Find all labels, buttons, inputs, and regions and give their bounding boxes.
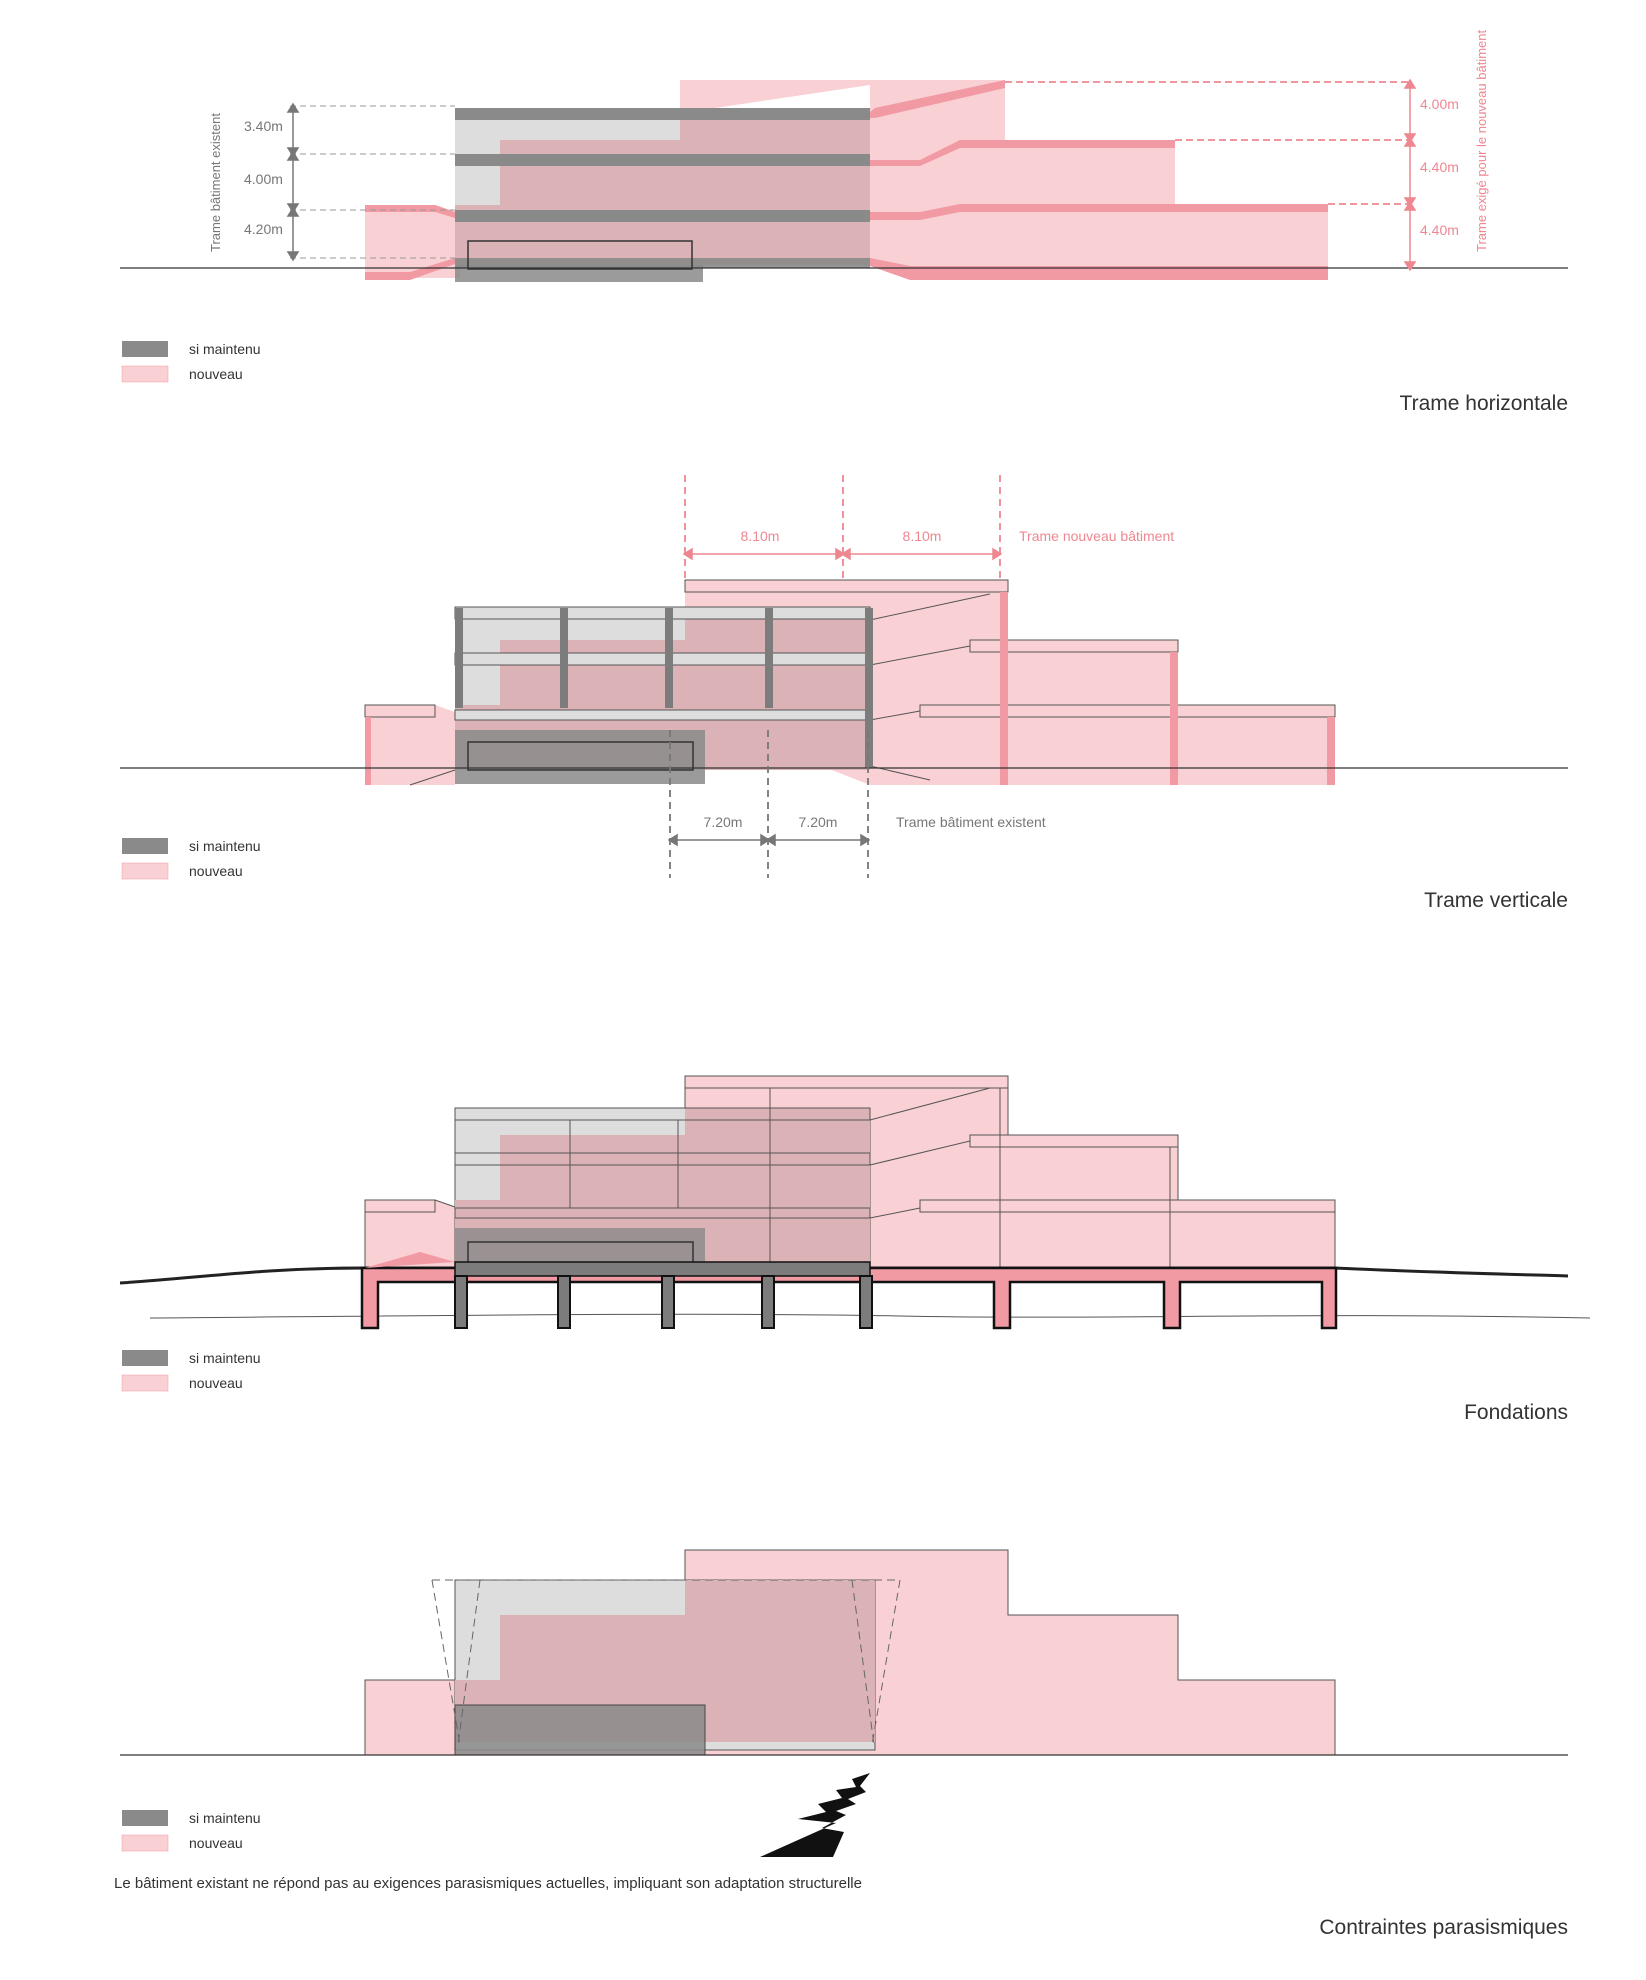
new-foundation-slab (360, 1266, 1338, 1330)
existing-span-2: 7.20m (799, 814, 838, 830)
new-grid-label: Trame exigé pour le nouveau bâtiment (1474, 30, 1489, 252)
legend-kept-label: si maintenu (189, 1810, 261, 1826)
new-slab-level1 (365, 204, 1328, 220)
legend-new-label: nouveau (189, 863, 243, 879)
existing-slab-roof (455, 108, 870, 120)
new-height-3: 4.40m (1420, 222, 1459, 238)
panel-title-foundations: Fondations (1464, 1401, 1568, 1424)
overlap-zone (455, 108, 870, 265)
panel-horizontal-grid: 3.40m 4.00m 4.20m Trame bâtiment existen… (120, 30, 1568, 415)
panel-foundations: si maintenu nouveau Fondations (119, 1075, 1591, 1424)
earthquake-crack-icon (760, 1773, 870, 1857)
existing-piles (454, 1275, 873, 1329)
overlap-zone (455, 1108, 870, 1265)
legend-kept-label: si maintenu (189, 1350, 261, 1366)
existing-height-1: 3.40m (244, 118, 283, 134)
new-span-2: 8.10m (903, 528, 942, 544)
panel-vertical-grid: 8.10m 8.10m Trame nouveau bâtiment 7.20m… (120, 475, 1568, 912)
legend-kept-swatch (122, 341, 168, 357)
new-slab-ground (365, 258, 1328, 280)
legend-kept-label: si maintenu (189, 838, 261, 854)
legend-new-swatch (121, 862, 169, 880)
legend-new-swatch (121, 1834, 169, 1852)
legend-new-label: nouveau (189, 366, 243, 382)
legend-kept-swatch (122, 1350, 168, 1366)
panel-title-horizontal: Trame horizontale (1400, 392, 1568, 415)
existing-height-3: 4.20m (244, 221, 283, 237)
new-height-2: 4.40m (1420, 159, 1459, 175)
new-grid-label: Trame nouveau bâtiment (1019, 528, 1174, 544)
existing-slab-ground (455, 258, 870, 268)
panel-seismic: si maintenu nouveau Le bâtiment existant… (114, 1549, 1568, 1939)
new-height-1: 4.00m (1420, 96, 1459, 112)
new-slab-roof (870, 80, 1005, 118)
existing-span-1: 7.20m (704, 814, 743, 830)
existing-slab-level1 (455, 210, 870, 222)
legend-new-swatch (121, 1374, 169, 1392)
legend-new-label: nouveau (189, 1375, 243, 1391)
existing-grid-label: Trame bâtiment existent (896, 814, 1046, 830)
legend-new-swatch (121, 365, 169, 383)
existing-building-ground (455, 730, 705, 784)
legend-kept-swatch (122, 1810, 168, 1826)
existing-height-2: 4.00m (244, 171, 283, 187)
legend-new-label: nouveau (189, 1835, 243, 1851)
legend-kept-swatch (122, 838, 168, 854)
legend-kept-label: si maintenu (189, 341, 261, 357)
existing-grid-label: Trame bâtiment existent (208, 113, 223, 252)
panel-title-vertical: Trame verticale (1424, 889, 1568, 912)
seismic-note: Le bâtiment existant ne répond pas au ex… (114, 1875, 862, 1892)
basement-outline (467, 741, 694, 771)
basement-outline (467, 240, 693, 270)
new-slab-level2 (870, 140, 1175, 166)
new-building-massing (365, 705, 455, 785)
existing-slab-level2 (455, 154, 870, 166)
existing-ground-floor (454, 1704, 706, 1756)
new-building-massing (365, 205, 460, 278)
panel-title-seismic: Contraintes parasismiques (1319, 1916, 1568, 1939)
new-span-1: 8.10m (741, 528, 780, 544)
new-building-center-block (500, 80, 1328, 278)
overlap-zone (455, 1580, 875, 1742)
existing-foundation-slab (454, 1261, 871, 1277)
